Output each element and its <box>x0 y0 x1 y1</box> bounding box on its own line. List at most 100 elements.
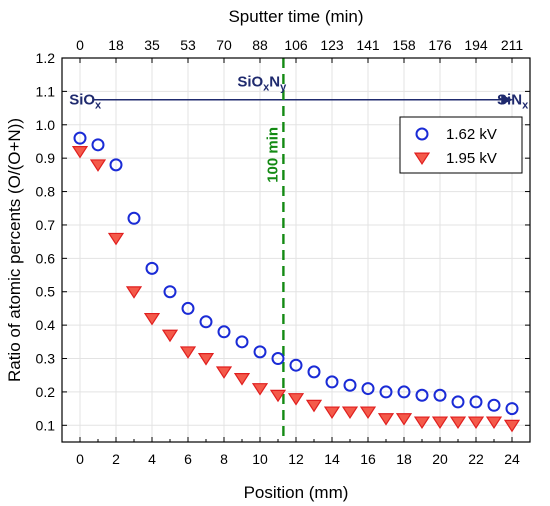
series-1-point <box>251 383 269 396</box>
y-tick-label: 1.2 <box>36 50 56 66</box>
top-tick-label: 70 <box>216 37 232 53</box>
top-tick-label: 88 <box>252 37 268 53</box>
series-1-point <box>413 416 431 430</box>
series-0-point <box>325 375 339 389</box>
x-tick-label: 6 <box>184 451 192 467</box>
y-axis-title: Ratio of atomic percents (O/(O+N)) <box>5 118 24 382</box>
phase-arrow-head <box>501 94 514 105</box>
series-1-point <box>503 419 521 433</box>
x-tick-label: 8 <box>220 451 228 467</box>
series-0-point <box>235 335 249 349</box>
vline-label: 100 min <box>264 127 281 183</box>
x-tick-label: 16 <box>360 451 376 467</box>
series-1-point <box>215 366 233 379</box>
top-tick-label: 211 <box>501 37 524 53</box>
legend-marker-1 <box>413 152 431 166</box>
series-0-point <box>307 365 321 379</box>
series-0-point <box>289 358 303 372</box>
series-1-point <box>71 145 89 159</box>
legend-marker-0 <box>415 127 429 141</box>
y-tick-label: 0.9 <box>36 150 56 166</box>
series-1-point <box>341 406 359 420</box>
series-1-point <box>269 389 287 403</box>
series-0-point <box>469 395 483 409</box>
x-axis-title: Position (mm) <box>244 483 349 502</box>
label-sinx: SiNx <box>497 92 529 112</box>
y-tick-label: 0.3 <box>36 351 56 367</box>
axis-ticks: 0 2 4 6 8 10 12 14 16 18 20 22 240 18 35 53 70 88 106 123 14… <box>36 37 530 467</box>
x-tick-label: 20 <box>432 451 448 467</box>
series-1-point <box>161 329 179 343</box>
series-1-point <box>431 416 449 430</box>
y-tick-label: 0.2 <box>36 384 56 400</box>
legend-box <box>399 116 523 174</box>
series-1-point <box>395 413 413 426</box>
y-tick-label: 0.5 <box>36 284 56 300</box>
series-0-point <box>451 395 465 409</box>
series-1-point <box>107 232 125 246</box>
top-tick-label: 0 <box>76 37 84 53</box>
series-1-point <box>359 406 377 420</box>
series-1-point <box>233 373 251 386</box>
x-tick-label: 4 <box>148 451 156 467</box>
series-0-point <box>199 315 213 329</box>
series-1-point <box>179 346 197 359</box>
series-1-point <box>449 416 467 430</box>
x-tick-label: 18 <box>396 451 412 467</box>
series-0-point <box>73 131 87 145</box>
series-1-point <box>305 399 323 413</box>
legend-label: 1.95 kV <box>446 150 497 167</box>
series-0-point <box>109 158 123 172</box>
top-tick-label: 53 <box>180 37 196 53</box>
series-1-point <box>485 416 503 430</box>
series-0-point <box>343 378 357 392</box>
y-tick-label: 0.1 <box>36 417 56 433</box>
series-0 <box>73 131 519 416</box>
x-tick-label: 10 <box>252 451 268 467</box>
top-tick-label: 158 <box>392 37 416 53</box>
series-0-point <box>91 138 105 152</box>
series-1 <box>71 145 521 433</box>
series-0-point <box>487 398 501 412</box>
series-1-point <box>125 286 143 299</box>
series-1-point <box>377 413 395 426</box>
x-tick-label: 2 <box>112 451 120 467</box>
x-tick-label: 22 <box>468 451 484 467</box>
series-0-point <box>397 385 411 399</box>
legend-label: 1.62 kV <box>446 126 497 143</box>
series-1-point <box>287 393 305 406</box>
top-tick-label: 194 <box>464 37 488 53</box>
series-0-point <box>415 388 429 402</box>
series-1-point <box>197 353 215 366</box>
series-1-point <box>89 159 107 172</box>
series-0-point <box>271 352 285 366</box>
grid-lines <box>62 57 530 442</box>
top-tick-label: 176 <box>428 37 452 53</box>
top-tick-label: 106 <box>284 37 308 53</box>
series-0-point <box>163 285 177 299</box>
top-tick-label: 35 <box>144 37 160 53</box>
label-sioxny: SiOxNy <box>237 74 287 94</box>
y-tick-label: 1.0 <box>36 117 56 133</box>
y-tick-label: 0.8 <box>36 184 56 200</box>
top-tick-label: 123 <box>320 37 344 53</box>
series-0-point <box>127 211 141 225</box>
series-0-point <box>181 301 195 315</box>
annotations: SiOx SiOxNy SiNx 100 min <box>69 58 529 442</box>
x-tick-label: 14 <box>324 451 340 467</box>
label-siox: SiOx <box>69 92 102 112</box>
series-0-point <box>253 345 267 359</box>
data-series <box>71 131 521 433</box>
x-tick-label: 24 <box>504 451 520 467</box>
series-0-point <box>379 385 393 399</box>
top-tick-label: 18 <box>108 37 124 53</box>
legend: 1.62 kV 1.95 kV <box>399 116 523 174</box>
y-tick-label: 0.4 <box>36 317 56 333</box>
series-1-point <box>467 416 485 430</box>
y-tick-label: 0.7 <box>36 217 56 233</box>
y-tick-label: 1.1 <box>36 83 56 99</box>
series-0-point <box>217 325 231 339</box>
top-axis-title: Sputter time (min) <box>228 7 363 26</box>
x-tick-label: 12 <box>288 451 304 467</box>
